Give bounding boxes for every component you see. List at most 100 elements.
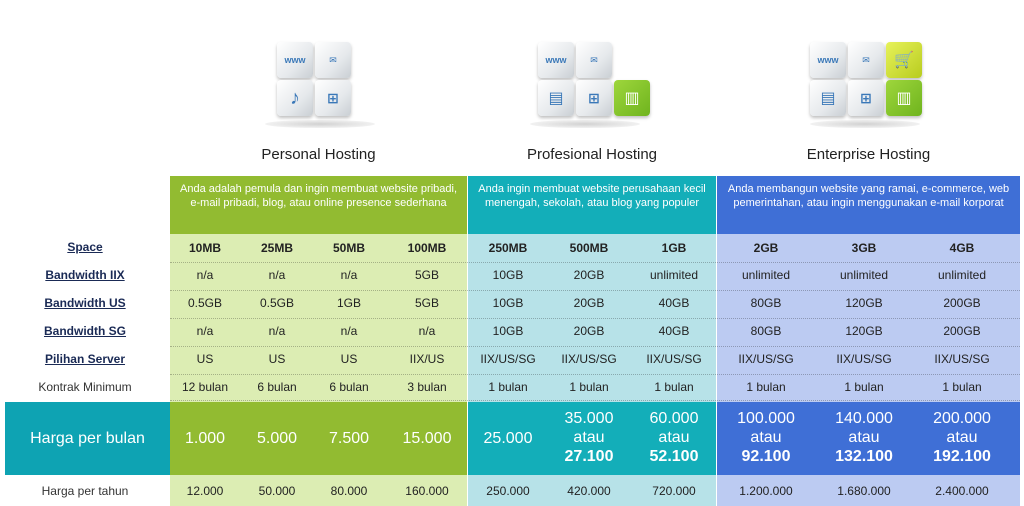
row-label-pilihan-server[interactable]: Pilihan Server — [44, 352, 126, 366]
sitemap-icon: ⊞ — [848, 80, 884, 116]
sitemap-icon: ⊞ — [576, 80, 612, 116]
cell-space: 250MB — [488, 241, 528, 255]
document-icon: ▤ — [810, 80, 846, 116]
cell-sg: 120GB — [845, 324, 883, 338]
cell-space: 10MB — [188, 241, 221, 255]
price-alt-text: atau — [750, 429, 782, 446]
cell-year: 720.000 — [652, 484, 696, 498]
price-main: 15.000 — [402, 430, 452, 447]
chart-icon: ▥ — [614, 80, 650, 116]
price-alt-value: 27.100 — [564, 448, 614, 465]
price-per-year-label: Harga per tahun — [41, 484, 129, 498]
cell-space: 500MB — [569, 241, 609, 255]
enterprise-price-band — [717, 402, 1020, 475]
price-alt-text: atau — [658, 429, 690, 446]
cell-year: 50.000 — [258, 484, 296, 498]
personal-hosting-description: Anda adalah pemula dan ingin membuat web… — [170, 176, 467, 234]
document-icon: ▤ — [538, 80, 574, 116]
cell-space: 25MB — [260, 241, 293, 255]
mail-icon: ✉ — [315, 42, 351, 78]
cell-iix: 10GB — [492, 268, 524, 282]
cell-year: 420.000 — [567, 484, 611, 498]
cell-sg: n/a — [418, 324, 436, 338]
cell-kontrak: 1 bulan — [488, 380, 528, 394]
price-main: 35.000 — [564, 410, 614, 427]
cell-space: 100MB — [407, 241, 447, 255]
cell-iix: unlimited — [649, 268, 699, 282]
row-label-bandwidth-sg[interactable]: Bandwidth SG — [44, 324, 126, 338]
cell-kontrak: 6 bulan — [329, 380, 369, 394]
cell-us: 20GB — [573, 296, 605, 310]
personal-price-band — [170, 402, 467, 475]
cell-sg: n/a — [268, 324, 286, 338]
cell-us: 0.5GB — [187, 296, 223, 310]
cell-sg: 20GB — [573, 324, 605, 338]
price-per-month: 100.000 atau 92.100 — [718, 409, 814, 466]
cell-iix: 20GB — [573, 268, 605, 282]
price-main: 200.000 — [933, 410, 991, 427]
cell-sg: 80GB — [750, 324, 782, 338]
sitemap-icon: ⊞ — [315, 80, 351, 116]
cell-iix: unlimited — [839, 268, 889, 282]
cell-sg: 200GB — [943, 324, 981, 338]
enterprise-hosting-title: Enterprise Hosting — [806, 146, 931, 163]
cell-space: 1GB — [661, 241, 687, 255]
cell-us: 40GB — [658, 296, 690, 310]
enterprise-hosting-description: Anda membangun website yang ramai, e-com… — [717, 176, 1020, 234]
price-alt-text: atau — [848, 429, 880, 446]
price-per-month: 140.000 atau 132.100 — [816, 409, 912, 466]
price-main: 25.000 — [483, 430, 533, 447]
cell-server: IIX/US/SG — [738, 352, 794, 366]
cell-kontrak: 1 bulan — [654, 380, 694, 394]
cell-year: 12.000 — [186, 484, 224, 498]
cell-kontrak: 1 bulan — [569, 380, 609, 394]
cell-iix: unlimited — [937, 268, 987, 282]
cell-kontrak: 1 bulan — [844, 380, 884, 394]
price-alt-text: atau — [573, 429, 605, 446]
price-main: 1.000 — [184, 430, 226, 447]
cell-sg: 40GB — [658, 324, 690, 338]
cell-iix: 5GB — [414, 268, 439, 282]
www-icon: www — [538, 42, 574, 78]
mail-icon: ✉ — [848, 42, 884, 78]
cell-us: 10GB — [492, 296, 524, 310]
cell-year: 250.000 — [486, 484, 530, 498]
cell-iix: unlimited — [741, 268, 791, 282]
price-per-month: 15.000 — [387, 429, 467, 448]
www-icon: www — [277, 42, 313, 78]
price-alt-value: 92.100 — [741, 448, 791, 465]
cell-server: US — [340, 352, 358, 366]
chart-icon: ▥ — [886, 80, 922, 116]
cell-year: 160.000 — [405, 484, 449, 498]
row-label-space[interactable]: Space — [67, 240, 103, 254]
cell-kontrak: 3 bulan — [407, 380, 447, 394]
profesional-price-band — [468, 402, 716, 475]
mail-icon: ✉ — [576, 42, 612, 78]
cell-year: 2.400.000 — [935, 484, 989, 498]
cell-server: IIX/US — [409, 352, 445, 366]
cell-kontrak: 6 bulan — [257, 380, 297, 394]
cell-us: 120GB — [845, 296, 883, 310]
cell-kontrak: 1 bulan — [746, 380, 786, 394]
enterprise-hosting-illustration: www ✉ 🛒 ▤ ⊞ ▥ — [800, 28, 940, 128]
cell-us: 1GB — [336, 296, 361, 310]
cell-sg: n/a — [340, 324, 358, 338]
price-main: 140.000 — [835, 410, 893, 427]
price-per-month-label: Harga per bulan — [5, 402, 170, 475]
cart-icon: 🛒 — [886, 42, 922, 78]
price-alt-text: atau — [946, 429, 978, 446]
price-per-month: 1.000 — [170, 429, 240, 448]
cell-kontrak: 1 bulan — [942, 380, 982, 394]
cell-server: IIX/US/SG — [480, 352, 536, 366]
row-label-bandwidth-us[interactable]: Bandwidth US — [44, 296, 126, 310]
cell-space: 4GB — [949, 241, 975, 255]
cell-sg: 10GB — [492, 324, 524, 338]
cell-us: 80GB — [750, 296, 782, 310]
price-main: 100.000 — [737, 410, 795, 427]
cell-year: 1.680.000 — [837, 484, 891, 498]
cell-space: 2GB — [753, 241, 779, 255]
cell-server: IIX/US/SG — [561, 352, 617, 366]
cell-iix: n/a — [196, 268, 214, 282]
cell-server: US — [196, 352, 214, 366]
row-label-bandwidth-iix[interactable]: Bandwidth IIX — [45, 268, 125, 282]
